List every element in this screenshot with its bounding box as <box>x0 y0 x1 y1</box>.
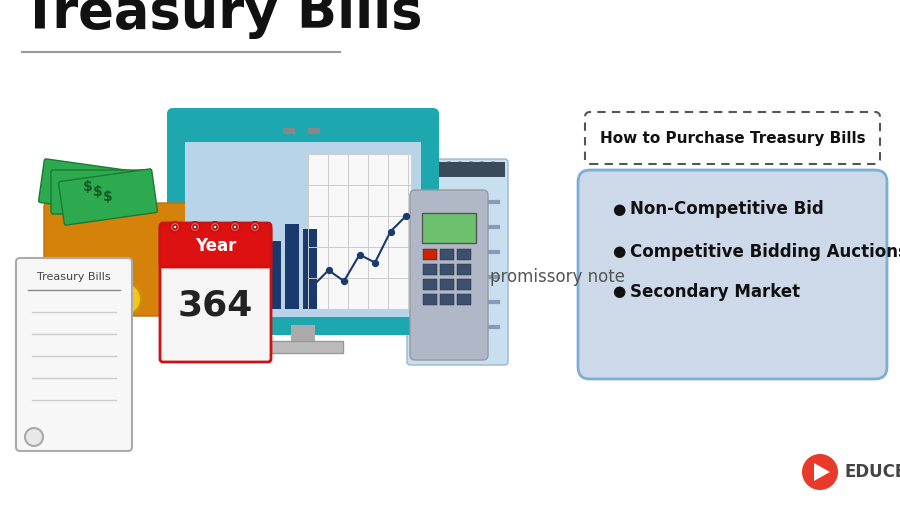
Bar <box>303 229 317 309</box>
Text: Secondary Market: Secondary Market <box>630 283 800 301</box>
Circle shape <box>467 162 475 170</box>
FancyBboxPatch shape <box>39 159 138 215</box>
Bar <box>423 249 437 260</box>
Bar <box>263 341 343 353</box>
FancyBboxPatch shape <box>51 170 145 214</box>
FancyBboxPatch shape <box>58 169 158 225</box>
FancyBboxPatch shape <box>44 203 192 316</box>
Point <box>321 266 336 274</box>
Text: Treasury Bills: Treasury Bills <box>37 272 111 282</box>
FancyBboxPatch shape <box>160 226 271 362</box>
Circle shape <box>25 428 43 446</box>
Bar <box>308 154 411 309</box>
Point <box>383 228 398 236</box>
Text: ¢: ¢ <box>122 294 129 304</box>
Text: ¢: ¢ <box>46 298 54 308</box>
Circle shape <box>193 225 197 229</box>
Circle shape <box>109 283 141 315</box>
Circle shape <box>250 222 260 232</box>
Bar <box>457 249 471 260</box>
Bar <box>440 279 454 290</box>
Circle shape <box>52 281 88 317</box>
Bar <box>423 279 437 290</box>
Text: Competitive Bidding Auctions: Competitive Bidding Auctions <box>630 243 900 261</box>
Bar <box>423 294 437 305</box>
FancyBboxPatch shape <box>407 159 508 365</box>
Bar <box>440 294 454 305</box>
Text: ●: ● <box>612 201 625 216</box>
Bar <box>231 259 245 309</box>
Text: $: $ <box>83 180 93 194</box>
Point <box>399 212 413 220</box>
Circle shape <box>489 162 497 170</box>
Text: ¢: ¢ <box>66 294 74 304</box>
Bar <box>291 325 315 345</box>
Point <box>337 277 351 285</box>
FancyBboxPatch shape <box>160 223 271 267</box>
Bar <box>422 213 476 243</box>
Circle shape <box>36 289 64 317</box>
Bar <box>457 279 471 290</box>
Bar <box>285 224 299 309</box>
Circle shape <box>253 225 257 229</box>
Circle shape <box>213 225 217 229</box>
Point <box>368 259 382 267</box>
Bar <box>283 128 295 134</box>
Circle shape <box>230 222 240 232</box>
FancyBboxPatch shape <box>585 112 880 164</box>
Bar <box>457 264 471 275</box>
Bar <box>195 264 209 309</box>
Text: Non-Competitive Bid: Non-Competitive Bid <box>630 200 824 218</box>
Text: How to Purchase Treasury Bills: How to Purchase Treasury Bills <box>599 130 865 146</box>
Circle shape <box>412 162 420 170</box>
Polygon shape <box>814 463 830 481</box>
Circle shape <box>190 222 200 232</box>
Bar <box>163 229 268 264</box>
Circle shape <box>233 225 237 229</box>
Circle shape <box>210 222 220 232</box>
Text: EDUCBA: EDUCBA <box>845 463 900 481</box>
Text: $: $ <box>93 185 103 199</box>
FancyBboxPatch shape <box>16 258 132 451</box>
Circle shape <box>170 222 180 232</box>
Circle shape <box>478 162 486 170</box>
Bar <box>213 249 227 309</box>
Text: ¢: ¢ <box>96 299 104 309</box>
Circle shape <box>802 454 838 490</box>
Text: promissory note: promissory note <box>490 268 625 286</box>
FancyBboxPatch shape <box>167 108 439 335</box>
Bar <box>410 162 505 177</box>
FancyBboxPatch shape <box>410 190 488 360</box>
Bar <box>440 264 454 275</box>
Bar <box>440 249 454 260</box>
Circle shape <box>445 162 453 170</box>
Text: ●: ● <box>612 284 625 300</box>
Bar <box>423 264 437 275</box>
Bar <box>185 142 421 317</box>
Circle shape <box>434 162 442 170</box>
Text: Year: Year <box>194 237 236 255</box>
Circle shape <box>456 162 464 170</box>
Circle shape <box>85 289 115 319</box>
Circle shape <box>423 162 431 170</box>
FancyBboxPatch shape <box>578 170 887 379</box>
Bar <box>308 128 320 134</box>
Point <box>306 282 320 290</box>
Text: 364: 364 <box>178 289 253 323</box>
Text: $: $ <box>104 190 112 204</box>
Text: ●: ● <box>612 244 625 260</box>
Circle shape <box>173 225 177 229</box>
Bar <box>457 294 471 305</box>
Point <box>352 250 366 259</box>
Bar <box>249 234 263 309</box>
Text: Treasury Bills: Treasury Bills <box>22 0 422 39</box>
Bar <box>267 241 281 309</box>
